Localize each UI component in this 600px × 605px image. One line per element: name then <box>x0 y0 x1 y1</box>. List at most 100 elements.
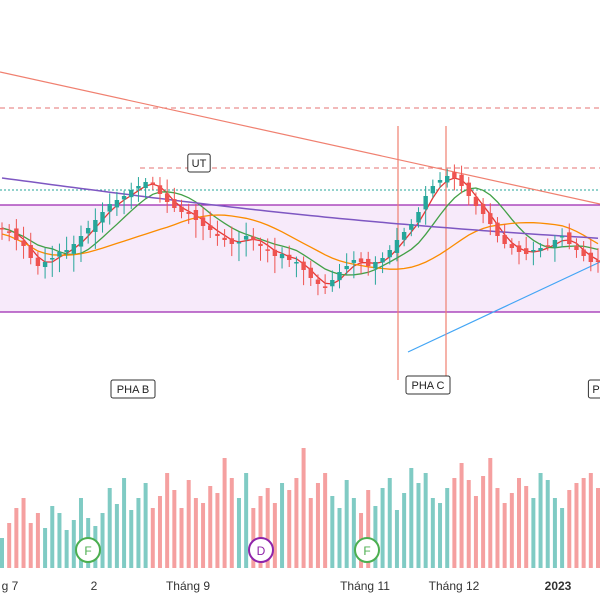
volume-marker: F <box>75 537 101 563</box>
candle-body <box>502 234 507 244</box>
marker-circle <box>75 537 101 563</box>
volume-bar <box>394 510 399 568</box>
candle <box>215 220 220 246</box>
volume-bar <box>552 498 557 568</box>
candle <box>516 240 522 265</box>
candle <box>28 232 33 265</box>
candle <box>480 198 486 224</box>
candle <box>294 256 299 278</box>
candle <box>114 191 120 216</box>
candle-body <box>523 248 529 254</box>
candle-body <box>322 286 328 288</box>
candle <box>78 225 84 262</box>
volume-bar <box>416 483 421 568</box>
volume-bar <box>373 506 378 568</box>
candle <box>71 235 77 272</box>
candle-body <box>552 240 558 248</box>
candle <box>272 237 278 274</box>
candle-body <box>531 250 536 252</box>
volume-bar <box>136 498 141 568</box>
candle <box>466 176 471 206</box>
candle-body <box>208 225 213 230</box>
volume-bar <box>301 448 306 568</box>
volume-bar <box>0 538 4 568</box>
candle-body <box>136 186 141 189</box>
volume-bar <box>581 478 586 568</box>
candle-body <box>437 180 443 183</box>
candle <box>394 227 400 262</box>
volume-bar <box>201 503 206 568</box>
candle <box>545 238 550 251</box>
volume-bar <box>150 508 155 568</box>
volume-bar <box>157 496 162 568</box>
candle <box>186 203 191 224</box>
volume-bar <box>337 508 342 568</box>
downtrend-line <box>0 71 600 205</box>
volume-bar <box>538 473 543 568</box>
candle <box>258 237 263 261</box>
candle <box>588 239 594 272</box>
candle-body <box>222 237 227 240</box>
candle-body <box>559 236 565 238</box>
volume-bar <box>323 473 328 568</box>
volume-bar <box>438 503 443 568</box>
candle-body <box>107 204 112 212</box>
candle <box>265 238 270 263</box>
candle-body <box>516 245 522 252</box>
candle <box>308 260 313 286</box>
volume-bar <box>445 488 450 568</box>
x-tick-label: Tháng 9 <box>166 579 210 593</box>
candle-body <box>545 245 550 247</box>
volume-bar <box>50 506 55 568</box>
candle-body <box>93 220 98 232</box>
marker-label: F <box>84 544 91 558</box>
volume-bar <box>21 498 26 568</box>
candle-body <box>14 228 19 240</box>
volume-bar <box>229 478 234 568</box>
candle <box>315 274 321 296</box>
candle <box>287 245 292 268</box>
candle <box>164 179 170 213</box>
candle <box>509 238 515 255</box>
volume-bar <box>502 503 507 568</box>
volume-bar <box>531 498 536 568</box>
volume-bar <box>409 468 414 568</box>
candle-body <box>588 252 594 262</box>
candle <box>200 207 206 241</box>
volume-bar <box>294 478 299 568</box>
candle <box>401 227 407 247</box>
phase-c-label: PHA C <box>405 375 451 395</box>
candle-body <box>387 250 392 258</box>
volume-bar <box>430 498 435 568</box>
volume-bar <box>114 504 119 568</box>
candle-body <box>301 261 306 270</box>
x-tick-label: Tháng 11 <box>340 579 390 593</box>
volume-bar <box>287 490 292 568</box>
candle-body <box>193 210 199 220</box>
volume-bar <box>122 478 127 568</box>
candle-body <box>287 254 292 260</box>
candle-body <box>21 240 26 246</box>
candle-body <box>71 244 77 254</box>
volume-bar <box>344 480 349 568</box>
candle <box>322 274 328 294</box>
ut-label: UT <box>187 153 211 173</box>
candle-body <box>574 245 579 250</box>
phase-c-label-box <box>405 375 451 395</box>
candle <box>387 245 392 265</box>
volume-bar <box>588 473 593 568</box>
candle <box>581 241 586 262</box>
candle-body <box>35 257 41 266</box>
x-tick-label: Tháng 12 <box>429 579 480 593</box>
candle-body <box>172 199 177 208</box>
candle <box>488 203 493 236</box>
candle <box>35 251 41 275</box>
volume-bar <box>14 508 19 568</box>
candle <box>208 211 213 238</box>
trading-range <box>0 204 600 313</box>
candle <box>445 168 450 188</box>
candle-body <box>179 206 184 212</box>
volume-bar <box>488 458 493 568</box>
volume-bar <box>452 478 457 568</box>
